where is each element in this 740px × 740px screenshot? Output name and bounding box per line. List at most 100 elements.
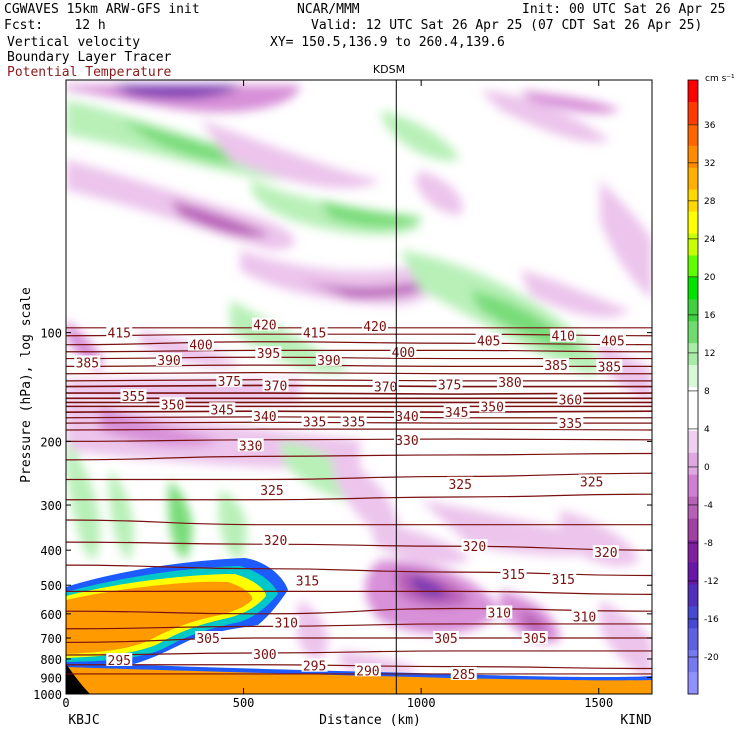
vertical-velocity-region [600, 600, 652, 680]
theta-label-bg [251, 408, 278, 422]
theta-label-bg [251, 646, 278, 660]
x-tick-label: 0 [62, 696, 69, 710]
theta-label: 305 [434, 632, 457, 647]
theta-label: 395 [257, 347, 280, 362]
theta-contour [66, 541, 652, 551]
theta-label-bg [354, 663, 381, 677]
theta-label: 385 [598, 360, 621, 375]
colorbar-label: 28 [704, 197, 716, 207]
colorbar-label: -20 [704, 653, 719, 663]
colorbar-swatch [688, 167, 698, 191]
theta-contour [66, 623, 652, 630]
colorbar-swatch [688, 277, 698, 300]
theta-label: 320 [594, 546, 617, 561]
xy-range: XY= 150.5,136.9 to 260.4,139.6 [270, 35, 505, 50]
theta-label-bg [578, 474, 605, 488]
theta-label-bg [461, 539, 488, 553]
theta-label: 315 [296, 574, 319, 589]
theta-label: 310 [573, 610, 596, 625]
theta-label-bg [447, 476, 474, 490]
theta-label-bg [596, 359, 623, 373]
y-tick-label: 400 [40, 544, 62, 558]
theta-label: 415 [303, 327, 326, 342]
theta-contour [66, 384, 652, 388]
colorbar-swatch [688, 387, 698, 410]
colorbar-swatch [688, 321, 698, 344]
vertical-velocity-region [170, 200, 270, 238]
theta-label: 345 [445, 406, 468, 421]
theta-label: 340 [253, 410, 276, 425]
theta-label: 400 [392, 346, 415, 361]
theta-label: 295 [303, 660, 326, 675]
colorbar-label: 8 [704, 387, 710, 397]
colorbar-unit-label: cm s⁻¹ [705, 74, 735, 84]
theta-label-bg [120, 389, 147, 403]
theta-label: 360 [559, 393, 582, 408]
theta-label: 350 [480, 400, 503, 415]
colorbar-swatch [688, 123, 698, 147]
theta-label-bg [74, 355, 101, 369]
theta-label-bg [187, 337, 214, 351]
theta-contour [66, 371, 652, 375]
theta-label-bg [258, 483, 285, 497]
colorbar-swatch [688, 584, 698, 607]
theta-label: 325 [580, 475, 603, 490]
colorbar-swatch [688, 233, 698, 256]
theta-contour [66, 392, 652, 395]
theta-label: 330 [239, 439, 262, 454]
theta-contour [66, 637, 652, 644]
theta-contour [66, 452, 652, 461]
vertical-velocity-region [520, 270, 630, 318]
theta-label: 285 [452, 668, 475, 683]
theta-label: 325 [448, 478, 471, 493]
colorbar-swatch [688, 430, 698, 454]
theta-label-bg [500, 566, 527, 580]
theta-label: 295 [108, 654, 131, 669]
theta-label: 315 [502, 568, 525, 583]
vertical-velocity-region [560, 510, 640, 567]
colorbar-label: 16 [704, 311, 716, 321]
colorbar-swatch [688, 452, 698, 476]
x-tick-label: 500 [233, 696, 255, 710]
colorbar-swatch [688, 672, 698, 695]
theta-label-bg [393, 408, 420, 422]
theta-label: 410 [551, 330, 574, 345]
y-tick-label: 900 [40, 671, 62, 685]
colorbar-swatch [688, 255, 698, 278]
theta-label: 300 [253, 648, 276, 663]
theta-label: 350 [161, 398, 184, 413]
theta-label: 335 [303, 415, 326, 430]
theta-label-bg [543, 358, 570, 372]
theta-contour [66, 379, 652, 382]
theta-label-bg [557, 392, 584, 406]
x-axis-title: Distance (km) [319, 713, 421, 728]
colorbar: 36 32 28 24 20 16 12 8 4 0 -4 -8 -12 -16 -20 [687, 79, 719, 695]
theta-label: 310 [274, 617, 297, 632]
theta-label: 320 [463, 540, 486, 555]
theta-label: 405 [601, 334, 624, 349]
field-potential-temperature: Potential Temperature [7, 65, 172, 80]
y-tick-label: 700 [40, 632, 62, 646]
theta-label-bg [393, 432, 420, 446]
y-tick-label: 1000 [33, 688, 62, 702]
theta-label-bg [209, 402, 236, 416]
colorbar-label: 4 [704, 425, 710, 435]
theta-label-bg [361, 319, 388, 333]
theta-label-bg [550, 328, 577, 342]
forecast-hour: Fcst: 12 h [4, 18, 106, 33]
theta-contour [66, 590, 652, 595]
vertical-velocity-region [520, 610, 546, 635]
theta-label-bg [262, 533, 289, 547]
theta-label: 375 [438, 378, 461, 393]
colorbar-swatch [688, 474, 698, 498]
theta-label-bg [521, 631, 548, 645]
theta-label: 415 [108, 327, 131, 342]
colorbar-label: 32 [704, 159, 715, 169]
x-tick-label: 1500 [584, 696, 613, 710]
theta-label-bg [340, 414, 367, 428]
colorbar-swatch [688, 628, 698, 651]
colorbar-swatch [688, 343, 698, 366]
vertical-velocity-region [520, 90, 620, 114]
theta-contour [66, 519, 652, 526]
